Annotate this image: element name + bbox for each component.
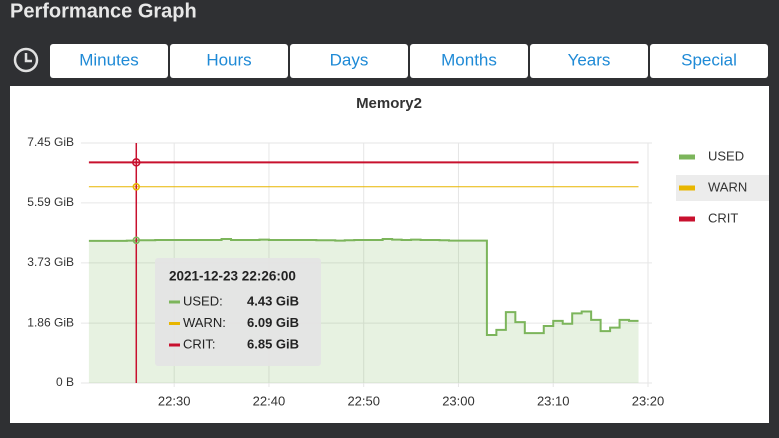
x-tick-label: 22:40 <box>253 393 286 408</box>
clock-face[interactable] <box>13 47 39 73</box>
tab-button[interactable] <box>50 44 168 78</box>
clock-hands[interactable] <box>24 53 32 63</box>
tooltip-swatch <box>169 322 180 325</box>
hover-point <box>132 158 141 167</box>
legend-label[interactable]: USED <box>708 148 744 163</box>
x-tick-label: 23:20 <box>632 393 665 408</box>
page-title: Performance Graph <box>10 0 197 22</box>
y-tick-label: 5.59 GiB <box>27 195 74 209</box>
tooltip-value: 6.09 GiB <box>247 315 299 330</box>
tab-button[interactable] <box>530 44 648 78</box>
tooltip-value: 6.85 GiB <box>247 336 299 351</box>
tooltip-swatch <box>169 300 180 304</box>
y-tick-label: 0 B <box>56 375 74 389</box>
legend-swatch[interactable] <box>679 216 695 222</box>
x-tick-label: 22:30 <box>158 393 191 408</box>
chart-title: Memory2 <box>356 95 422 112</box>
tab-button[interactable] <box>650 44 768 78</box>
clock-icon[interactable] <box>13 47 39 73</box>
tab-label[interactable]: Months <box>441 50 497 69</box>
tooltip-box <box>155 258 321 366</box>
hover-point <box>132 183 141 191</box>
x-tick-label: 23:10 <box>537 393 570 408</box>
legend-label[interactable]: WARN <box>708 179 747 194</box>
legend-label[interactable]: CRIT <box>708 210 738 225</box>
tab-label[interactable]: Special <box>681 50 737 69</box>
y-tick-label: 3.73 GiB <box>27 255 74 269</box>
series-line <box>88 238 639 336</box>
x-tick-label: 22:50 <box>347 393 380 408</box>
tooltip-label: WARN: <box>183 315 226 330</box>
x-tick-label: 23:00 <box>442 393 475 408</box>
tooltip-label: CRIT: <box>183 336 216 351</box>
legend-swatch[interactable] <box>679 185 695 191</box>
tooltip-swatch <box>169 343 180 347</box>
tab-button[interactable] <box>170 44 288 78</box>
tab-button[interactable] <box>290 44 408 78</box>
tooltip-time: 2021-12-23 22:26:00 <box>169 269 296 284</box>
tab-label[interactable]: Hours <box>206 50 251 69</box>
tab-button[interactable] <box>410 44 528 78</box>
tooltip-label: USED: <box>183 293 223 308</box>
tooltip-value: 4.43 GiB <box>247 293 299 308</box>
tab-label[interactable]: Years <box>568 50 611 69</box>
y-tick-label: 7.45 GiB <box>27 135 74 149</box>
legend-swatch[interactable] <box>679 154 695 160</box>
tab-label[interactable]: Minutes <box>79 50 139 69</box>
y-tick-label: 1.86 GiB <box>27 315 74 329</box>
tab-label[interactable]: Days <box>330 50 369 69</box>
hover-point <box>132 236 141 245</box>
